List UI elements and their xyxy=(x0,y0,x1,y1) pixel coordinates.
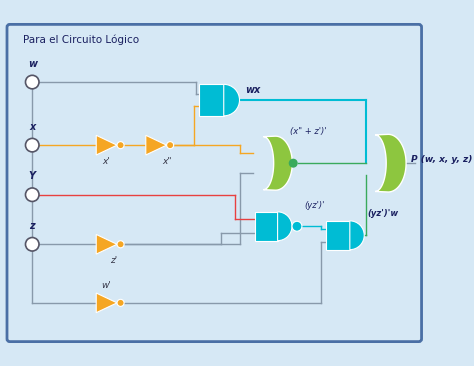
Circle shape xyxy=(292,221,302,231)
Circle shape xyxy=(26,75,39,89)
Wedge shape xyxy=(350,221,364,250)
Polygon shape xyxy=(96,235,117,254)
Bar xyxy=(255,212,278,241)
Text: (yz')'w: (yz')'w xyxy=(367,209,398,219)
Polygon shape xyxy=(264,136,292,190)
Circle shape xyxy=(166,142,173,149)
Text: x": x" xyxy=(162,157,171,166)
Circle shape xyxy=(26,138,39,152)
Polygon shape xyxy=(146,135,166,155)
Circle shape xyxy=(117,142,124,149)
Text: w': w' xyxy=(101,281,111,291)
Text: x': x' xyxy=(102,157,110,166)
Polygon shape xyxy=(375,134,406,192)
Text: w: w xyxy=(28,59,37,68)
Polygon shape xyxy=(96,293,117,313)
Text: P (w, x, y, z): P (w, x, y, z) xyxy=(410,155,472,164)
Circle shape xyxy=(26,188,39,201)
Wedge shape xyxy=(278,212,292,241)
Wedge shape xyxy=(224,84,239,116)
FancyBboxPatch shape xyxy=(7,25,421,341)
Polygon shape xyxy=(96,135,117,155)
Circle shape xyxy=(117,299,124,306)
Text: Para el Circuito Lógico: Para el Circuito Lógico xyxy=(23,34,139,45)
Text: (x" + z')': (x" + z')' xyxy=(291,127,327,136)
Text: wx: wx xyxy=(245,85,260,95)
Circle shape xyxy=(26,238,39,251)
Bar xyxy=(199,84,224,116)
Text: x: x xyxy=(29,122,36,132)
Text: Y: Y xyxy=(29,171,36,181)
Circle shape xyxy=(117,241,124,248)
Bar xyxy=(326,221,350,250)
Circle shape xyxy=(289,159,298,168)
Text: (yz')': (yz')' xyxy=(305,201,325,210)
Text: z: z xyxy=(29,221,35,231)
Text: z': z' xyxy=(109,256,117,265)
